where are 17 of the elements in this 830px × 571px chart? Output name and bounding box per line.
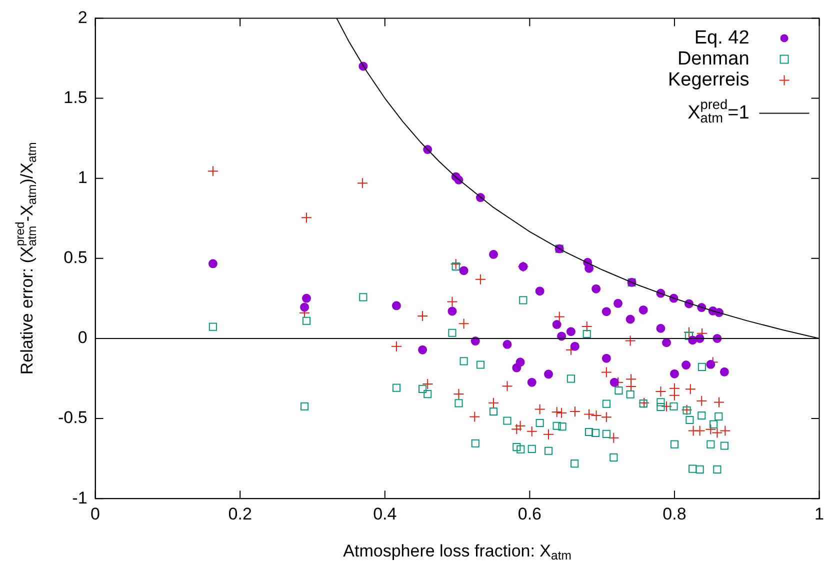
y-tick-label: 0.5 <box>64 248 88 268</box>
legend-label: Denman <box>677 48 750 70</box>
y-tick-label: 1.5 <box>64 88 88 107</box>
x-tick-label: 0.8 <box>662 504 686 524</box>
legend-label: Eq. 42 <box>694 27 750 48</box>
x-tick-label: 0.2 <box>228 504 252 524</box>
y-tick-label: -0.5 <box>58 408 88 428</box>
y-axis-title: Relative error: (Xatmpred-Xatm)/Xatm <box>13 142 40 375</box>
x-tick-label: 1 <box>814 504 824 524</box>
y-tick-label: -1 <box>72 488 88 508</box>
x-tick-label: 0.6 <box>518 504 542 524</box>
x-tick-label: 0 <box>90 504 100 524</box>
y-tick-label: 2 <box>78 8 88 27</box>
x-tick-label: 0.4 <box>373 504 397 524</box>
y-tick-label: 0 <box>78 328 88 348</box>
legend-label: Kegerreis <box>668 69 750 90</box>
y-tick-label: 1 <box>78 168 88 188</box>
